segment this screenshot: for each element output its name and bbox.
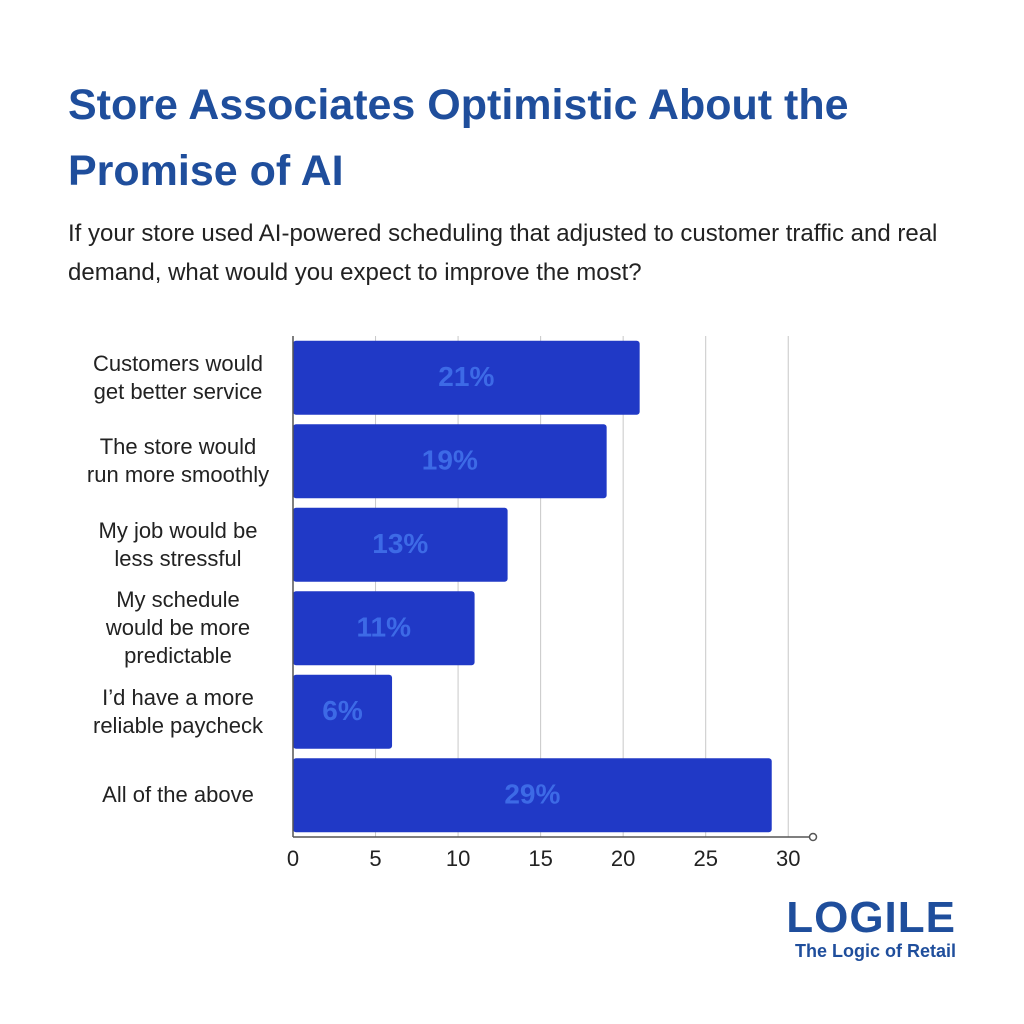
bar xyxy=(293,507,508,582)
y-tick-label: Customers would get better service xyxy=(93,350,263,404)
logo-name: LOGILE xyxy=(786,893,956,942)
y-tick-label: The store would run more smoothly xyxy=(86,434,270,488)
x-tick-label: 30 xyxy=(776,846,800,871)
value-label: 21% xyxy=(438,361,494,392)
bar xyxy=(293,591,475,666)
x-tick-label: 15 xyxy=(528,846,552,871)
bar xyxy=(293,424,607,499)
axis-end xyxy=(808,832,818,842)
x-tick-label: 10 xyxy=(446,846,470,871)
bar xyxy=(293,674,393,749)
value-label: 6% xyxy=(322,695,363,726)
value-label: 29% xyxy=(504,779,560,810)
y-tick-label: I’d have a more reliable paycheck xyxy=(93,684,263,738)
value-label: 13% xyxy=(372,528,428,559)
chart-title: Store Associates Optimistic About the Pr… xyxy=(68,81,849,195)
logo-tagline: The Logic of Retail xyxy=(794,941,956,961)
value-label: 11% xyxy=(357,612,412,643)
x-tick-label: 0 xyxy=(287,846,299,871)
y-tick-label: All of the above xyxy=(102,782,254,808)
bar xyxy=(293,340,640,415)
y-tick-label: My job would be less stressful xyxy=(98,517,258,571)
value-label: 19% xyxy=(422,445,478,476)
bar xyxy=(293,758,772,833)
logo: LOGILE The Logic of Retail xyxy=(786,896,956,962)
y-tick-label: My schedule would be more predictable xyxy=(105,587,251,669)
x-tick-label: 5 xyxy=(369,846,381,871)
x-tick-label: 20 xyxy=(611,846,635,871)
x-tick-label: 25 xyxy=(693,846,717,871)
chart-subtitle: If your store used AI-powered scheduling… xyxy=(68,220,938,286)
